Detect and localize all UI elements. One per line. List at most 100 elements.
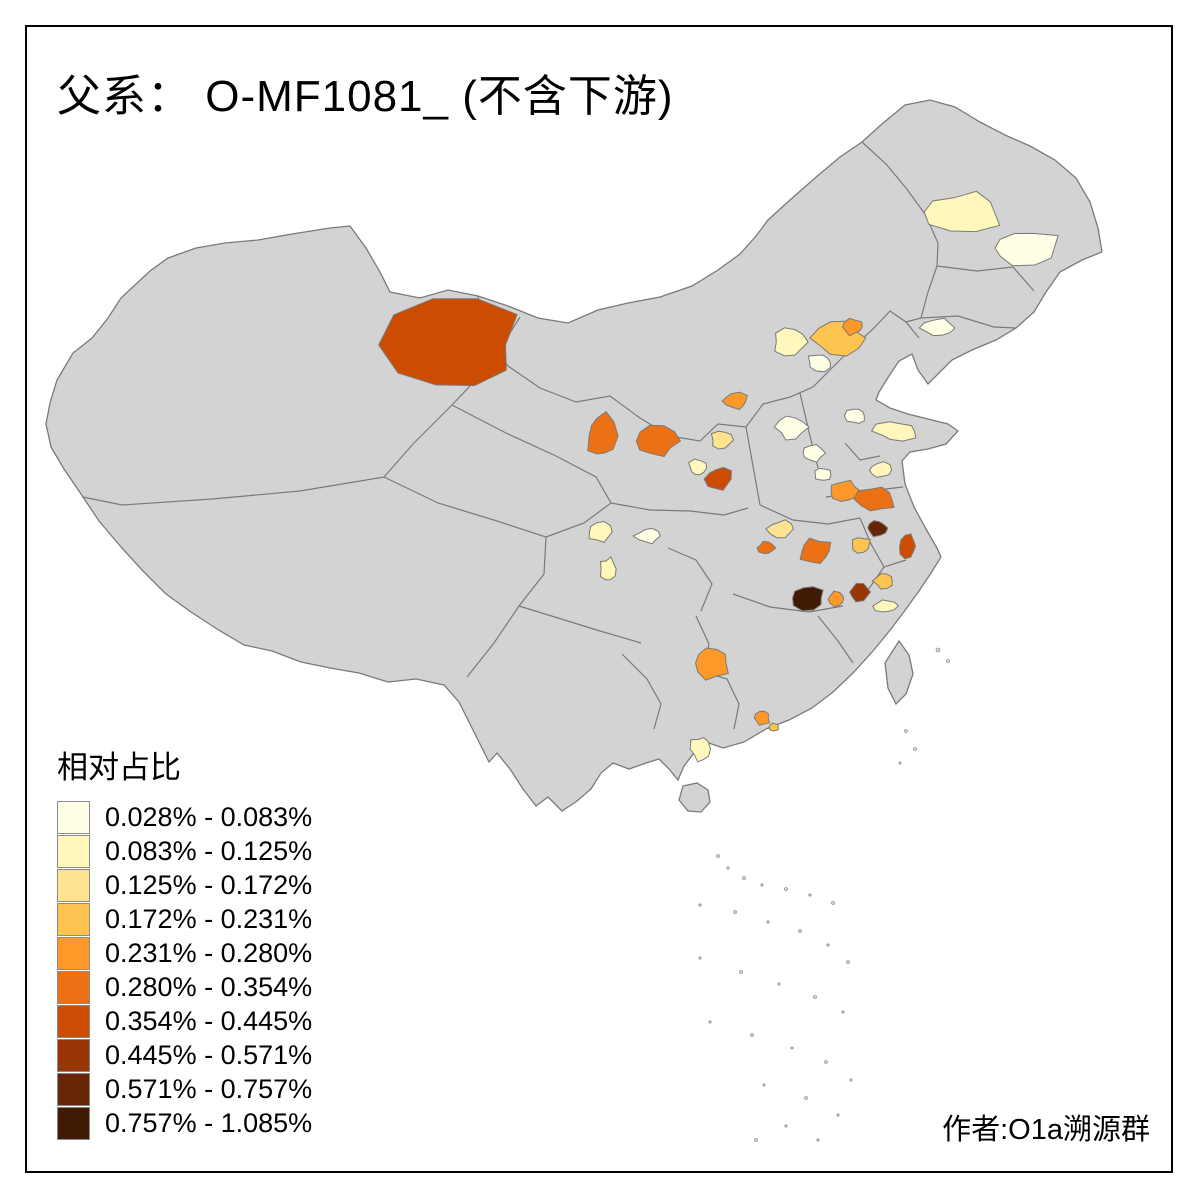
map-region [765,519,794,539]
map-region [918,317,956,337]
map-region [703,466,732,491]
islet-speck [698,903,702,907]
legend-swatch [57,970,90,1004]
legend: 相对占比 0.028% - 0.083% 0.083% - 0.125% 0.125… [57,742,312,1140]
islet-speck [784,1124,788,1128]
map-region [802,443,827,463]
legend-item: 0.172% - 0.231% [57,902,312,936]
legend-item: 0.125% - 0.172% [57,868,312,902]
colored-regions [378,190,1059,763]
legend-range-label: 0.231% - 0.280% [105,937,313,968]
map-region [807,354,832,373]
islet-speck [698,956,702,960]
islet-speck [898,761,902,765]
map-region [635,424,682,458]
map-region [853,486,895,512]
hainan-island [678,782,711,813]
islet-speck [784,887,788,891]
map-region [872,599,900,613]
islet-speck [766,920,770,924]
islet-speck [824,1060,828,1064]
legend-item: 0.445% - 0.571% [57,1038,312,1072]
legend-item: 0.354% - 0.445% [57,1004,312,1038]
islet-speck [716,854,720,858]
map-region [773,415,810,441]
legend-range-label: 0.354% - 0.445% [105,1005,313,1036]
map-region [814,467,832,481]
islet-speck [790,1046,794,1050]
islet-speck [813,995,817,999]
map-region [599,556,617,581]
legend-item: 0.571% - 0.757% [57,1072,312,1106]
map-region [851,537,871,554]
map-region [868,461,893,478]
map-region [689,737,712,763]
islet-speck [935,647,941,653]
legend-range-label: 0.172% - 0.231% [105,903,313,934]
islet-speck [846,960,850,964]
islet-speck [831,901,835,905]
map-region [774,327,809,357]
islet-speck [750,1033,754,1037]
map-title: 父系： O-MF1081_ (不含下游) [57,72,674,121]
legend-range-label: 0.445% - 0.571% [105,1039,313,1070]
map-region [827,590,845,608]
legend-swatch [57,868,90,902]
legend-item: 0.028% - 0.083% [57,800,312,834]
map-region [899,533,917,560]
islet-speck [841,1010,845,1014]
legend-range-label: 0.028% - 0.083% [105,801,313,832]
china-outline [45,99,1103,812]
islet-speck [946,659,950,663]
taiwan-island [884,639,914,706]
legend-item: 0.083% - 0.125% [57,834,312,868]
legend-items: 0.028% - 0.083% 0.083% - 0.125% 0.125% - 0… [57,800,312,1140]
map-region [867,520,889,538]
legend-swatch [57,800,90,834]
legend-title: 相对占比 [57,750,181,785]
map-region [849,582,872,603]
islet-speck [798,929,802,933]
legend-range-label: 0.571% - 0.757% [105,1073,313,1104]
map-region [378,298,518,387]
map-region [753,710,770,726]
legend-range-label: 0.125% - 0.172% [105,869,313,900]
islet-speck [708,1020,712,1024]
legend-range-label: 0.083% - 0.125% [105,835,313,866]
map-region [843,408,865,424]
legend-swatch [57,1072,90,1106]
islet-speck [826,943,830,947]
islet-speck [742,876,746,880]
map-region [842,317,863,337]
map-region [588,520,613,543]
map-region [768,722,779,732]
map-region [792,586,824,612]
legend-item: 0.231% - 0.280% [57,936,312,970]
island-specks [698,647,950,1142]
map-region [694,647,729,681]
islet-speck [808,893,812,897]
islet-speck [777,982,781,986]
islet-speck [733,910,737,914]
legend-swatch [57,936,90,970]
map-region [870,421,917,442]
map-region [799,537,832,565]
legend-range-label: 0.757% - 1.085% [105,1107,313,1138]
legend-item: 0.280% - 0.354% [57,970,312,1004]
map-region [923,190,1001,233]
map-region [994,232,1059,267]
map-region [871,573,893,590]
figure-border [25,25,1173,1173]
islet-speck [904,729,908,733]
islet-speck [836,1113,840,1117]
map-region [710,430,735,450]
islet-speck [804,1096,808,1100]
map-region [587,411,619,455]
islet-speck [726,866,730,870]
legend-swatch [57,834,90,868]
map-region [756,540,777,555]
islet-speck [754,1138,758,1142]
legend-range-label: 0.280% - 0.354% [105,971,313,1002]
